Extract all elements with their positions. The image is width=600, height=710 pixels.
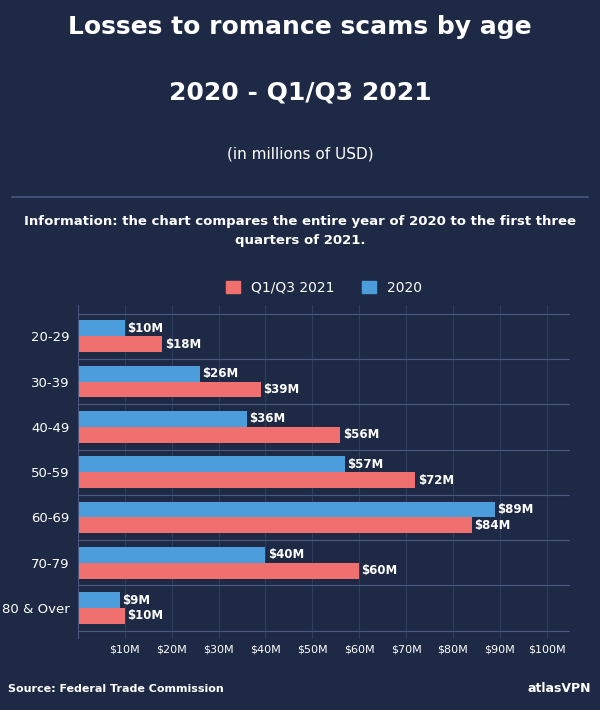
- Text: $39M: $39M: [263, 383, 299, 396]
- Bar: [78, 547, 265, 563]
- Bar: [78, 366, 200, 381]
- Text: (in millions of USD): (in millions of USD): [227, 146, 373, 161]
- Bar: [78, 518, 472, 533]
- Text: $89M: $89M: [497, 503, 534, 516]
- Text: $56M: $56M: [343, 428, 379, 442]
- Text: Source: Federal Trade Commission: Source: Federal Trade Commission: [8, 684, 224, 694]
- Bar: [78, 563, 359, 579]
- Bar: [78, 411, 247, 427]
- Bar: [78, 337, 163, 352]
- Text: $84M: $84M: [474, 519, 511, 532]
- Text: $72M: $72M: [418, 474, 454, 486]
- Bar: [78, 381, 261, 398]
- Text: Losses to romance scams by age: Losses to romance scams by age: [68, 15, 532, 39]
- Bar: [78, 427, 340, 443]
- Bar: [78, 472, 415, 488]
- Bar: [78, 457, 345, 472]
- Text: 2020 - Q1/Q3 2021: 2020 - Q1/Q3 2021: [169, 80, 431, 104]
- Text: Information: the chart compares the entire year of 2020 to the first three
quart: Information: the chart compares the enti…: [24, 214, 576, 246]
- Legend: Q1/Q3 2021, 2020: Q1/Q3 2021, 2020: [220, 275, 428, 300]
- Text: $36M: $36M: [249, 413, 285, 425]
- Text: $26M: $26M: [202, 367, 238, 380]
- Text: $57M: $57M: [347, 458, 383, 471]
- Text: atlasVPN: atlasVPN: [527, 682, 591, 695]
- Text: $10M: $10M: [127, 609, 163, 623]
- Bar: [78, 608, 125, 624]
- Bar: [78, 592, 120, 608]
- Text: $18M: $18M: [164, 338, 201, 351]
- Bar: [78, 501, 495, 518]
- Text: $10M: $10M: [127, 322, 163, 335]
- Text: $40M: $40M: [268, 548, 304, 562]
- Bar: [78, 320, 125, 337]
- Text: $60M: $60M: [361, 564, 398, 577]
- Text: $9M: $9M: [122, 594, 151, 606]
